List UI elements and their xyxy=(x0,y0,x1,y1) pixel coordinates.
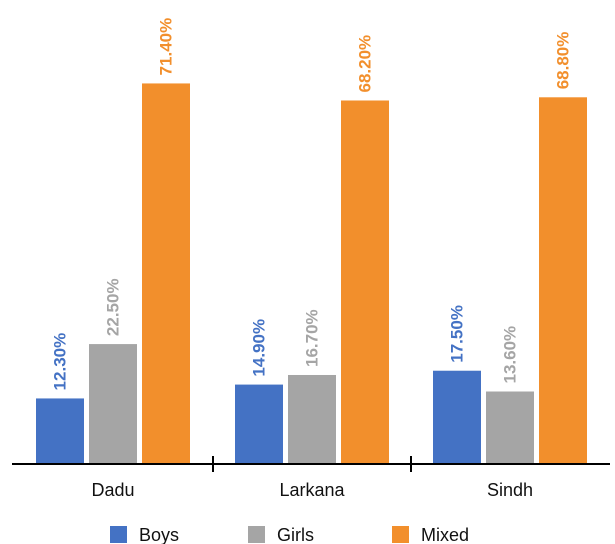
bar-dadu-boys xyxy=(36,398,84,464)
data-label-sindh-boys: 17.50% xyxy=(448,305,467,363)
data-label-dadu-girls: 22.50% xyxy=(104,278,123,336)
x-tick-label-dadu: Dadu xyxy=(91,480,134,500)
data-label-larkana-mixed: 68.20% xyxy=(356,35,375,93)
bar-dadu-mixed xyxy=(142,83,190,465)
bar-larkana-girls xyxy=(288,374,336,464)
bar-sindh-boys xyxy=(433,370,481,464)
x-axis-ticks xyxy=(212,456,412,472)
x-axis-tick-labels: Dadu Larkana Sindh xyxy=(91,480,533,500)
legend: Boys Girls Mixed xyxy=(110,525,469,544)
data-label-sindh-mixed: 68.80% xyxy=(554,32,573,90)
data-label-sindh-girls: 13.60% xyxy=(501,326,520,384)
data-label-larkana-girls: 16.70% xyxy=(303,309,322,367)
legend-label-girls: Girls xyxy=(277,525,314,544)
bar-larkana-mixed xyxy=(341,100,389,464)
bars-layer xyxy=(36,83,587,465)
legend-swatch-boys xyxy=(110,526,127,543)
data-label-dadu-mixed: 71.40% xyxy=(157,18,176,76)
legend-swatch-girls xyxy=(248,526,265,543)
bar-dadu-girls xyxy=(89,344,137,464)
data-label-larkana-boys: 14.90% xyxy=(250,319,269,377)
bar-sindh-girls xyxy=(486,391,534,464)
bar-larkana-boys xyxy=(235,384,283,464)
legend-label-mixed: Mixed xyxy=(421,525,469,544)
x-tick-label-larkana: Larkana xyxy=(279,480,345,500)
x-tick-label-sindh: Sindh xyxy=(487,480,533,500)
data-label-dadu-boys: 12.30% xyxy=(51,333,70,391)
legend-label-boys: Boys xyxy=(139,525,179,544)
legend-swatch-mixed xyxy=(392,526,409,543)
bar-sindh-mixed xyxy=(539,97,587,465)
value-labels-layer: 12.30% 22.50% 71.40% 14.90% 16.70% 68.20% 17.5… xyxy=(51,18,573,391)
